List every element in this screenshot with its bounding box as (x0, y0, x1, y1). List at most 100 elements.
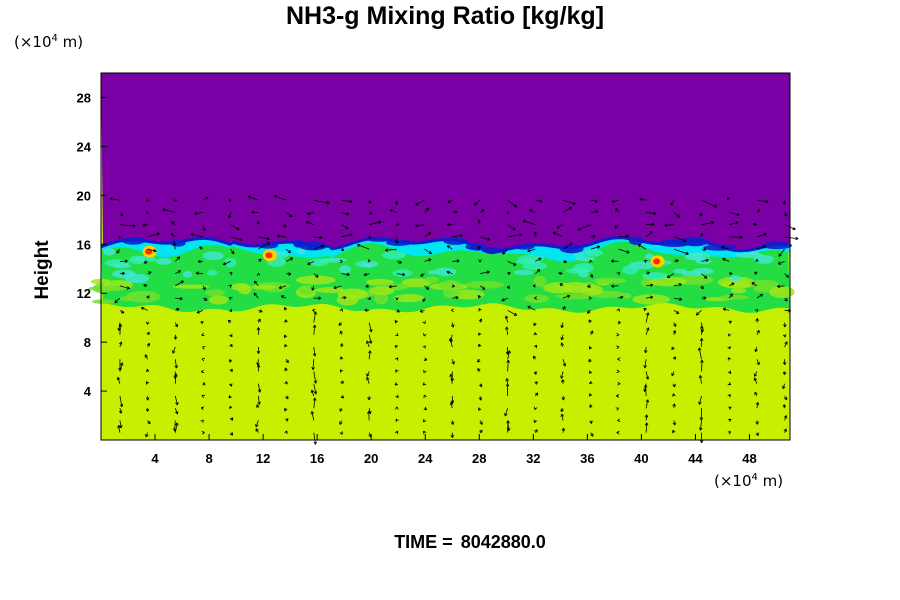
wind-vector-head (451, 284, 455, 288)
wind-vector-head (145, 397, 150, 401)
wind-vector (173, 242, 176, 250)
y-tick-label: 12 (77, 286, 91, 301)
band-edge-blob (465, 243, 486, 251)
wind-vector-head (415, 202, 419, 206)
wind-vector (257, 383, 261, 393)
wind-vector-head (683, 238, 687, 243)
wind-vector-head (755, 318, 759, 322)
wind-vector-head (754, 391, 758, 396)
x-tick-label: 36 (580, 451, 594, 466)
band-blob (575, 256, 595, 262)
band-blob (524, 294, 550, 303)
wind-vector-head (227, 215, 232, 219)
wind-vector-head (423, 357, 428, 361)
wind-vector-head (145, 381, 150, 385)
wind-vector-head (505, 351, 510, 355)
wind-vector-head (266, 242, 271, 246)
wind-vector-head (782, 404, 787, 408)
wind-vector-head (367, 200, 372, 205)
wind-vector (341, 199, 353, 203)
wind-vector (562, 207, 572, 213)
wind-vector (175, 256, 180, 262)
wind-vector-head (120, 310, 125, 314)
wind-vector-head (257, 389, 262, 393)
x-tick-label: 16 (310, 451, 324, 466)
wind-vector-head (313, 311, 318, 315)
x-tick-label: 44 (688, 451, 703, 466)
wind-vector-head (118, 341, 123, 345)
wind-vector-head (247, 195, 252, 199)
wind-vector (447, 245, 453, 250)
wind-vector-head (664, 223, 668, 227)
band-blob (223, 257, 237, 268)
wind-vector-head (420, 273, 424, 277)
wind-vector-head (307, 211, 311, 216)
wind-vector (673, 212, 681, 218)
wind-vector-head (644, 422, 649, 426)
wind-vector-head (202, 381, 206, 386)
wind-vector-head (312, 308, 316, 313)
wind-vector-head (143, 283, 147, 288)
wind-vector-head (782, 361, 787, 365)
wind-vector-head (735, 221, 739, 225)
wind-vector-head (616, 308, 620, 312)
wind-vector-head (116, 250, 120, 254)
wind-vector-head (311, 366, 315, 370)
wind-vector (560, 371, 564, 379)
band-blob (644, 253, 654, 259)
wind-vector-head (533, 322, 537, 327)
wind-vector-head (287, 249, 292, 254)
wind-vector-head (339, 369, 344, 373)
band-edge-blob (761, 241, 793, 250)
wind-vector-head (754, 348, 758, 353)
wind-vector-head (171, 221, 175, 225)
wind-vector-head (284, 344, 288, 348)
wind-vector-head (345, 212, 350, 216)
wind-vector-head (478, 383, 483, 388)
wind-vector-head (522, 219, 527, 224)
wind-vector-head (727, 370, 732, 374)
wind-vector-head (587, 284, 591, 288)
wind-vector-head (367, 296, 371, 301)
wind-vector-head (315, 274, 319, 278)
wind-vector-head (368, 340, 373, 344)
wind-vector-head (527, 305, 531, 309)
wind-vector-head (143, 260, 148, 264)
band-blob (769, 286, 795, 298)
wind-vector (645, 327, 649, 335)
wind-vector (562, 359, 566, 367)
wind-vector-head (784, 341, 788, 345)
wind-vector (313, 236, 322, 239)
wind-vector-head (722, 307, 727, 312)
wind-vector-head (653, 211, 657, 216)
wind-vector-head (533, 371, 538, 375)
wind-vector-head (700, 359, 704, 363)
wind-vector-head (395, 369, 399, 373)
wind-vector (645, 312, 649, 323)
wind-vector-head (672, 422, 677, 426)
wind-vector-head (676, 214, 681, 218)
wind-vector (396, 273, 406, 276)
wind-vector-head (455, 295, 459, 300)
wind-vector-head (506, 210, 510, 215)
wind-vector (119, 395, 123, 407)
wind-vector-head (588, 358, 592, 363)
wind-vector-head (367, 235, 372, 239)
wind-vector-head (368, 350, 372, 354)
wind-vector-head (644, 260, 648, 264)
wind-vector (562, 199, 576, 205)
wind-vector (175, 280, 184, 287)
wind-vector (174, 359, 177, 369)
wind-vector-head (395, 297, 399, 301)
wind-vector-head (340, 395, 345, 399)
wind-vector (174, 422, 178, 433)
wind-vector (313, 346, 316, 357)
wind-vector-head (194, 211, 198, 216)
wind-vector-head (572, 201, 576, 206)
wind-vector (756, 245, 766, 250)
wind-vector-head (755, 421, 759, 425)
wind-vector-head (378, 220, 382, 225)
wind-vector-head (179, 296, 183, 301)
wind-vector (553, 231, 564, 238)
wind-vector (196, 309, 204, 314)
